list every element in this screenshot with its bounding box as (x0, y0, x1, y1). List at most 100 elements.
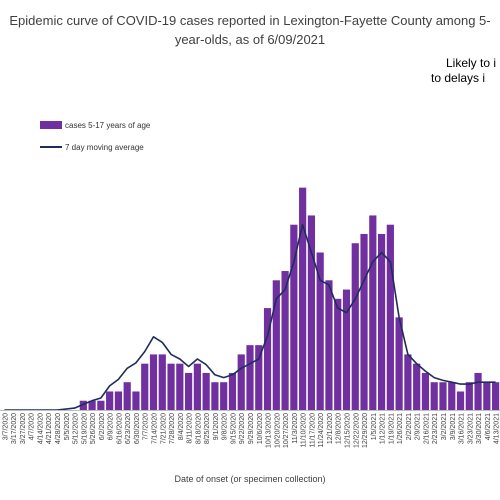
x-tick-label: 6/30/2020 (134, 413, 141, 444)
bar-3/23/2021 (465, 382, 473, 410)
bar-9/8/2020 (220, 382, 228, 410)
x-tick-label: 9/15/2020 (230, 413, 237, 444)
bar-11/3/2020 (290, 224, 298, 410)
x-tick-label: 7/28/2020 (169, 413, 176, 444)
bar-3/2/2021 (439, 382, 447, 410)
bar-10/6/2020 (255, 345, 263, 410)
bar-6/9/2020 (106, 391, 114, 410)
chart-title-line-2: year-olds, as of 6/09/2021 (174, 32, 326, 47)
bar-5/26/2020 (88, 400, 96, 410)
bar-1/5/2021 (369, 215, 377, 410)
bar-10/13/2020 (263, 308, 272, 410)
bar-3/9/2021 (448, 382, 456, 410)
x-tick-label: 10/6/2020 (257, 413, 264, 444)
bar-2/23/2021 (430, 382, 438, 410)
bar-12/29/2020 (360, 233, 368, 410)
x-tick-label: 8/18/2020 (195, 413, 202, 444)
x-tick-label: 3/7/2020 (2, 413, 9, 440)
bar-3/16/2021 (456, 391, 465, 410)
x-tick-label: 8/11/2020 (187, 413, 194, 444)
x-tick-label: 6/2/2020 (99, 413, 106, 440)
x-tick-label: 1/26/2021 (397, 413, 404, 444)
x-tick-label: 3/2/2021 (441, 413, 448, 440)
x-tick-label: 3/23/2021 (467, 413, 474, 444)
bar-11/24/2020 (316, 252, 324, 410)
x-tick-label: 2/16/2021 (423, 413, 430, 444)
bar-12/8/2020 (334, 298, 342, 410)
x-tick-label: 1/12/2021 (380, 413, 387, 444)
bar-9/29/2020 (246, 345, 254, 410)
x-tick-label: 2/9/2021 (415, 413, 422, 440)
bar-2/9/2021 (413, 363, 421, 410)
bar-10/27/2020 (281, 271, 289, 410)
x-tick-label: 3/27/2020 (20, 413, 27, 444)
x-tick-label: 12/29/2020 (362, 413, 369, 448)
annotation-line-1: Likely to i (446, 56, 497, 70)
bar-1/19/2021 (386, 224, 394, 410)
x-tick-label: 4/13/2021 (494, 413, 500, 444)
x-tick-label: 6/23/2020 (125, 413, 132, 444)
bar-12/15/2020 (342, 289, 351, 410)
bar-7/21/2020 (158, 354, 166, 410)
x-tick-label: 9/8/2020 (222, 413, 229, 440)
x-tick-label: 8/25/2020 (204, 413, 211, 444)
bar-8/18/2020 (193, 363, 201, 410)
x-tick-label: 11/24/2020 (318, 413, 325, 448)
x-tick-label: 12/22/2020 (353, 413, 360, 448)
x-tick-label: 5/19/2020 (81, 413, 88, 444)
x-tick-label: 8/4/2020 (178, 413, 185, 440)
bar-6/16/2020 (114, 391, 123, 410)
legend-swatch-cases (40, 121, 62, 129)
x-tick-label: 10/27/2020 (283, 413, 290, 448)
x-tick-label: 10/13/2020 (266, 413, 273, 448)
chart-title-line-1: Epidemic curve of COVID-19 cases reporte… (9, 13, 491, 28)
bar-6/30/2020 (132, 391, 140, 410)
bar-7/14/2020 (149, 354, 158, 410)
x-tick-label: 5/12/2020 (73, 413, 80, 444)
bar-5/19/2020 (79, 400, 87, 410)
x-tick-label: 9/29/2020 (248, 413, 255, 444)
x-tick-label: 1/19/2021 (388, 413, 395, 444)
x-tick-label: 7/7/2020 (143, 413, 150, 440)
bar-9/22/2020 (237, 354, 245, 410)
bar-4/6/2021 (483, 382, 491, 410)
x-tick-label: 9/22/2020 (239, 413, 246, 444)
bar-2/16/2021 (421, 372, 430, 410)
bar-9/1/2020 (211, 382, 219, 410)
legend-item-cases: cases 5-17 years of age (40, 118, 150, 132)
bar-6/23/2020 (123, 382, 131, 410)
bar-12/22/2020 (351, 243, 359, 410)
legend-item-moving-average: 7 day moving average (40, 140, 150, 154)
x-tick-label: 12/8/2020 (336, 413, 343, 444)
annotation-line-2: to delays i (431, 71, 486, 85)
x-tick-label: 11/10/2020 (301, 413, 308, 448)
bar-8/25/2020 (202, 372, 210, 410)
x-tick-label: 4/28/2020 (55, 413, 62, 444)
x-tick-label: 5/26/2020 (90, 413, 97, 444)
legend-label-cases: cases 5-17 years of age (65, 120, 151, 130)
bar-2/2/2021 (404, 354, 412, 410)
bar-11/17/2020 (307, 215, 315, 410)
bar-9/15/2020 (228, 372, 237, 410)
x-tick-label: 12/15/2020 (344, 413, 351, 448)
x-tick-label: 1/5/2021 (371, 413, 378, 440)
x-axis-title: Date of onset (or specimen collection) (174, 474, 326, 484)
x-tick-label: 3/16/2021 (459, 413, 466, 444)
x-tick-label: 4/14/2020 (37, 413, 44, 444)
legend-swatch-moving-average (40, 146, 62, 148)
bar-4/13/2021 (492, 382, 500, 410)
x-tick-label: 4/21/2020 (46, 413, 53, 444)
x-tick-label: 2/2/2021 (406, 413, 413, 440)
x-tick-label: 6/16/2020 (116, 413, 123, 444)
bar-12/1/2020 (325, 280, 333, 410)
bar-6/2/2020 (97, 400, 105, 410)
x-tick-label: 11/3/2020 (292, 413, 299, 444)
x-tick-label: 3/30/2021 (476, 413, 483, 444)
x-tick-label: 9/1/2020 (213, 413, 220, 440)
x-tick-label: 7/21/2020 (160, 413, 167, 444)
x-tick-label: 7/14/2020 (152, 413, 159, 444)
x-tick-label: 4/6/2021 (485, 413, 492, 440)
x-tick-label: 4/7/2020 (29, 413, 36, 440)
